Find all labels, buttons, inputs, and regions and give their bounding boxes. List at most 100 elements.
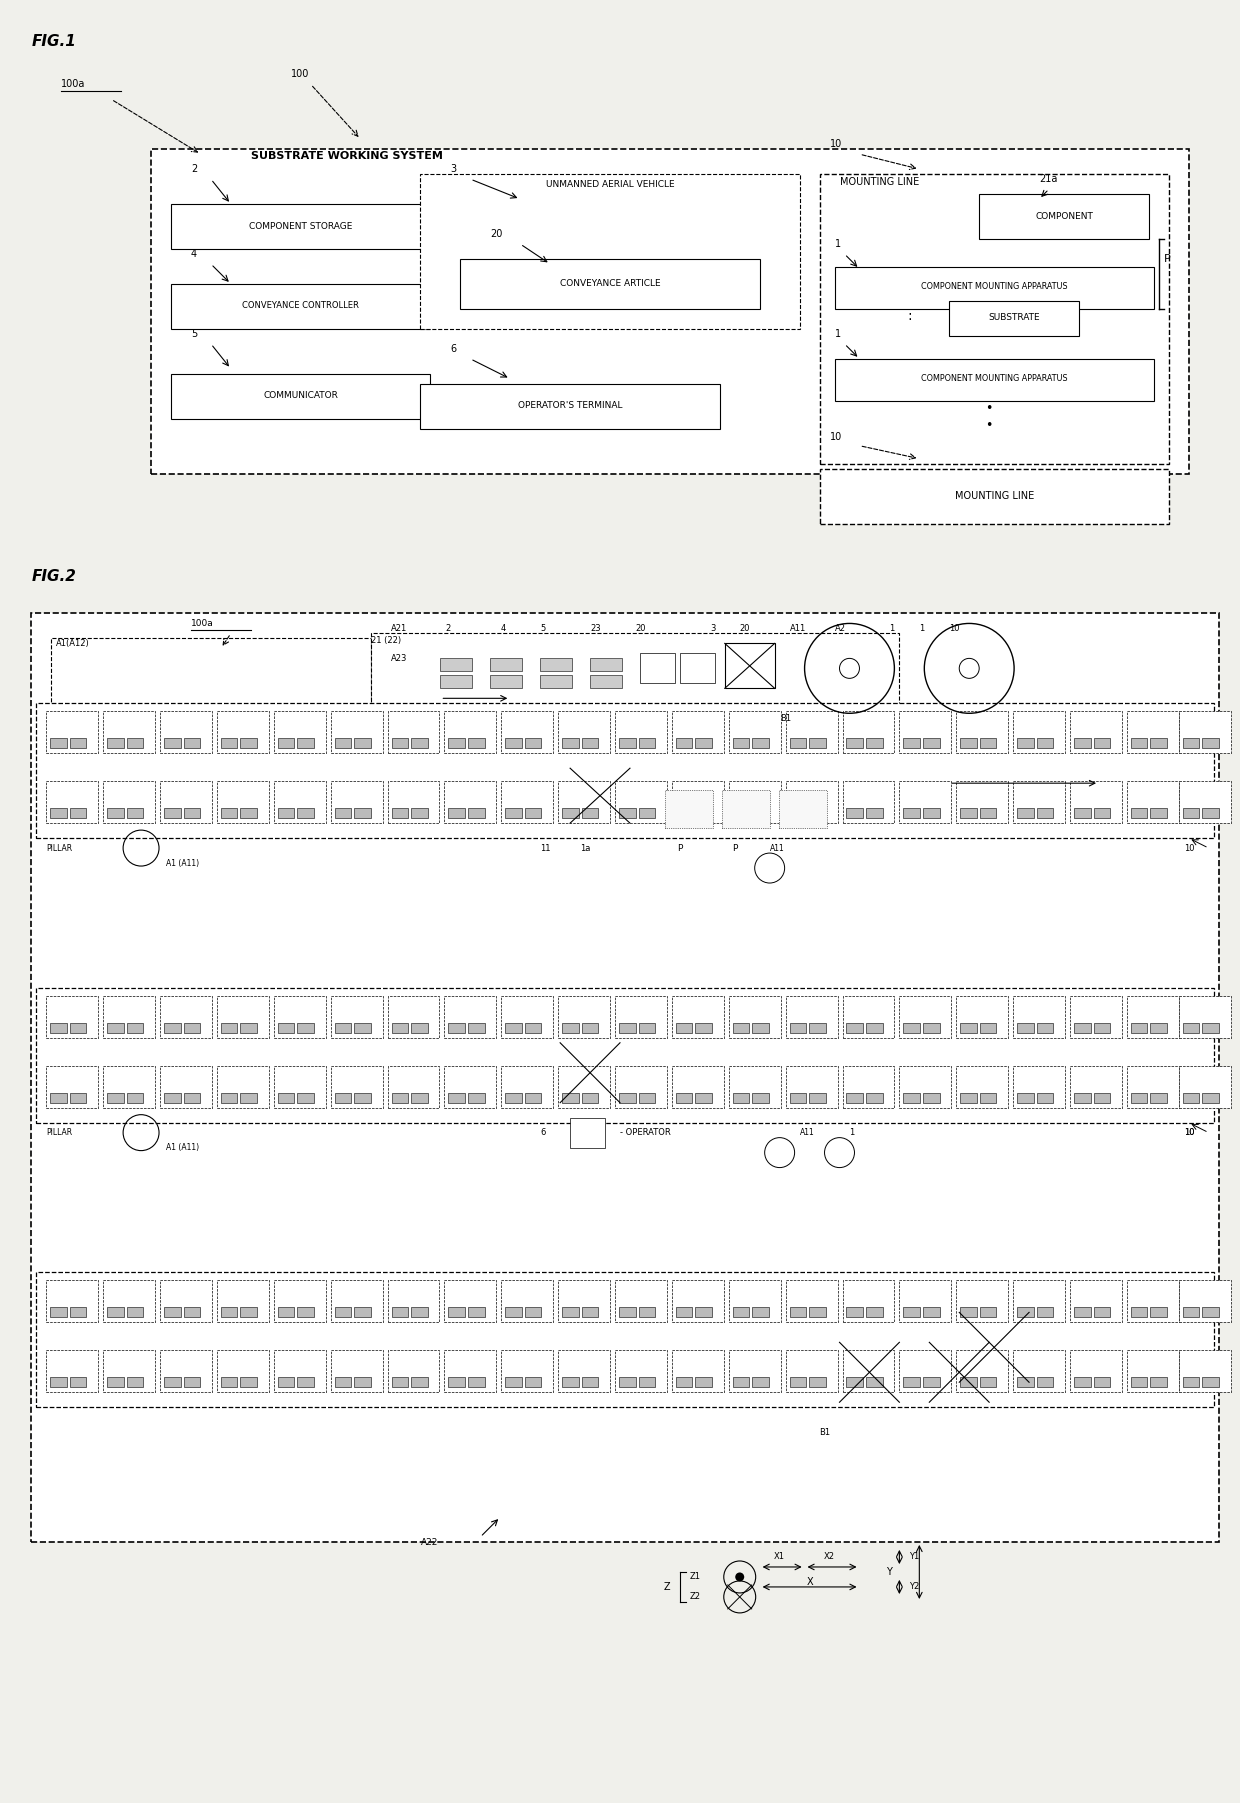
- FancyBboxPatch shape: [160, 1280, 212, 1322]
- FancyBboxPatch shape: [904, 808, 920, 819]
- FancyBboxPatch shape: [1070, 781, 1122, 824]
- Text: 1: 1: [919, 624, 925, 633]
- FancyBboxPatch shape: [639, 808, 655, 819]
- FancyBboxPatch shape: [392, 1377, 408, 1387]
- FancyBboxPatch shape: [164, 1377, 181, 1387]
- FancyBboxPatch shape: [1037, 808, 1053, 819]
- Text: 10: 10: [950, 624, 960, 633]
- FancyBboxPatch shape: [241, 1307, 257, 1318]
- FancyBboxPatch shape: [184, 1093, 200, 1103]
- FancyBboxPatch shape: [904, 1022, 920, 1033]
- FancyBboxPatch shape: [490, 658, 522, 671]
- FancyBboxPatch shape: [842, 995, 894, 1039]
- FancyBboxPatch shape: [1013, 1350, 1065, 1392]
- FancyBboxPatch shape: [335, 1093, 351, 1103]
- FancyBboxPatch shape: [69, 1307, 87, 1318]
- Text: P: P: [677, 844, 682, 853]
- Text: COMPONENT: COMPONENT: [1035, 211, 1092, 220]
- FancyBboxPatch shape: [980, 195, 1148, 240]
- FancyBboxPatch shape: [69, 1377, 87, 1387]
- FancyBboxPatch shape: [1151, 737, 1167, 748]
- Text: SUBSTRATE: SUBSTRATE: [988, 314, 1040, 323]
- FancyBboxPatch shape: [1070, 712, 1122, 754]
- Text: 1: 1: [835, 240, 841, 249]
- Text: 3: 3: [709, 624, 715, 633]
- Circle shape: [735, 1572, 744, 1581]
- FancyBboxPatch shape: [1127, 1066, 1179, 1107]
- FancyBboxPatch shape: [672, 1066, 724, 1107]
- FancyBboxPatch shape: [1151, 808, 1167, 819]
- FancyBboxPatch shape: [298, 737, 314, 748]
- FancyBboxPatch shape: [729, 1066, 781, 1107]
- FancyBboxPatch shape: [274, 1066, 326, 1107]
- Text: UNMANNED AERIAL VEHICLE: UNMANNED AERIAL VEHICLE: [546, 180, 675, 189]
- FancyBboxPatch shape: [107, 1307, 124, 1318]
- Text: X: X: [806, 1578, 813, 1587]
- FancyBboxPatch shape: [46, 995, 98, 1039]
- FancyBboxPatch shape: [753, 1307, 769, 1318]
- FancyBboxPatch shape: [449, 1022, 465, 1033]
- Text: B1: B1: [780, 714, 791, 723]
- FancyBboxPatch shape: [1094, 1307, 1110, 1318]
- FancyBboxPatch shape: [733, 1377, 749, 1387]
- FancyBboxPatch shape: [505, 1093, 522, 1103]
- FancyBboxPatch shape: [164, 1093, 181, 1103]
- FancyBboxPatch shape: [1094, 1093, 1110, 1103]
- Text: 21 (22): 21 (22): [371, 636, 401, 645]
- Text: 1: 1: [835, 328, 841, 339]
- FancyBboxPatch shape: [676, 808, 692, 819]
- FancyBboxPatch shape: [1037, 1307, 1053, 1318]
- Text: Z: Z: [663, 1581, 670, 1592]
- FancyBboxPatch shape: [847, 1093, 863, 1103]
- FancyBboxPatch shape: [1037, 1093, 1053, 1103]
- Text: PILLAR: PILLAR: [46, 844, 72, 853]
- FancyBboxPatch shape: [724, 644, 775, 689]
- FancyBboxPatch shape: [107, 808, 124, 819]
- Text: 1a: 1a: [580, 844, 590, 853]
- FancyBboxPatch shape: [696, 1307, 712, 1318]
- FancyBboxPatch shape: [1203, 1307, 1219, 1318]
- FancyBboxPatch shape: [371, 633, 899, 709]
- FancyBboxPatch shape: [1179, 995, 1230, 1039]
- FancyBboxPatch shape: [672, 1350, 724, 1392]
- FancyBboxPatch shape: [388, 712, 439, 754]
- FancyBboxPatch shape: [904, 1307, 920, 1318]
- FancyBboxPatch shape: [505, 808, 522, 819]
- FancyBboxPatch shape: [184, 1022, 200, 1033]
- FancyBboxPatch shape: [847, 1377, 863, 1387]
- Text: P: P: [1164, 254, 1171, 263]
- FancyBboxPatch shape: [164, 737, 181, 748]
- FancyBboxPatch shape: [1131, 808, 1147, 819]
- FancyBboxPatch shape: [501, 712, 553, 754]
- FancyBboxPatch shape: [1183, 1022, 1199, 1033]
- FancyBboxPatch shape: [582, 1307, 599, 1318]
- FancyBboxPatch shape: [335, 1377, 351, 1387]
- Text: •: •: [986, 420, 993, 433]
- FancyBboxPatch shape: [221, 1307, 238, 1318]
- FancyBboxPatch shape: [1017, 808, 1034, 819]
- FancyBboxPatch shape: [525, 808, 542, 819]
- Text: 23: 23: [590, 624, 600, 633]
- FancyBboxPatch shape: [1183, 1377, 1199, 1387]
- FancyBboxPatch shape: [733, 1022, 749, 1033]
- Text: A11: A11: [770, 844, 785, 853]
- FancyBboxPatch shape: [729, 1280, 781, 1322]
- FancyBboxPatch shape: [335, 737, 351, 748]
- FancyBboxPatch shape: [980, 1307, 997, 1318]
- FancyBboxPatch shape: [449, 808, 465, 819]
- Text: 3: 3: [450, 164, 456, 175]
- Text: FIG.1: FIG.1: [31, 34, 76, 49]
- FancyBboxPatch shape: [866, 1093, 883, 1103]
- Text: COMPONENT STORAGE: COMPONENT STORAGE: [249, 222, 352, 231]
- FancyBboxPatch shape: [274, 1280, 326, 1322]
- FancyBboxPatch shape: [582, 1022, 599, 1033]
- FancyBboxPatch shape: [562, 1093, 579, 1103]
- FancyBboxPatch shape: [501, 1350, 553, 1392]
- FancyBboxPatch shape: [1179, 1280, 1230, 1322]
- FancyBboxPatch shape: [412, 737, 428, 748]
- FancyBboxPatch shape: [36, 988, 1214, 1123]
- FancyBboxPatch shape: [126, 1022, 144, 1033]
- FancyBboxPatch shape: [980, 808, 997, 819]
- FancyBboxPatch shape: [923, 1377, 940, 1387]
- FancyBboxPatch shape: [950, 301, 1079, 335]
